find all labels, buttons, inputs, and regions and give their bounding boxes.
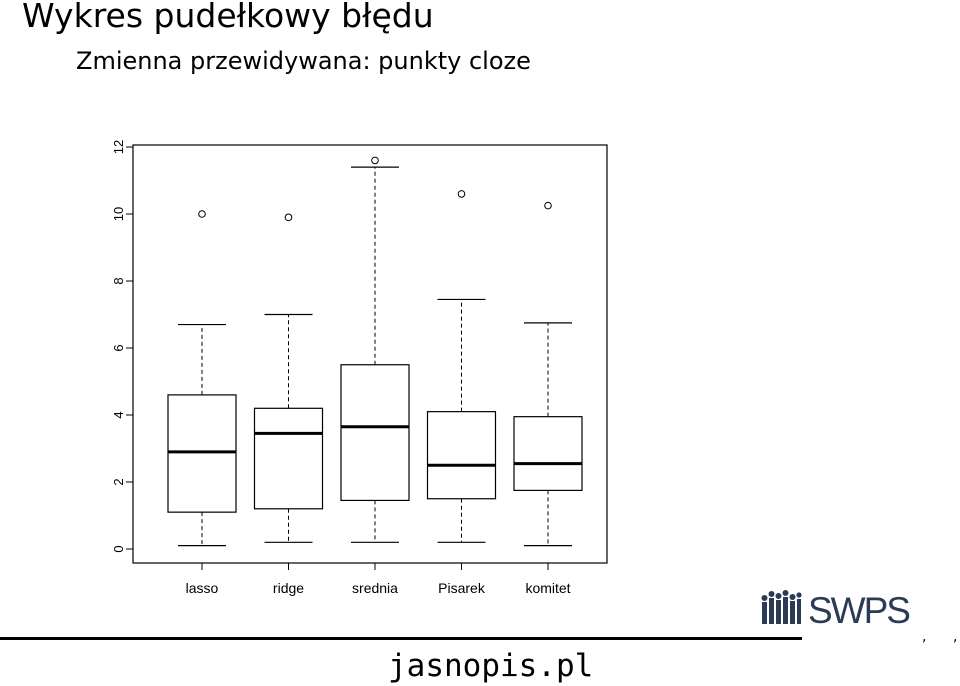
y-tick-label: 10 [111,207,126,221]
footer-tick-mark: , [953,629,958,645]
box-lasso [167,394,237,513]
box-srednia [340,364,410,502]
outlier-point [198,210,206,218]
y-tick-label: 6 [111,344,126,351]
box-Pisarek [426,411,497,500]
footer-site-name: jasnopis.pl [388,648,594,684]
x-tick-label: ridge [273,580,304,596]
y-tick-label: 4 [111,411,126,418]
x-tick-label: komitet [525,580,570,596]
footer-rule [0,637,802,640]
box-ridge [253,407,324,510]
footer-tick-mark: , [922,629,927,645]
y-tick-label: 0 [111,545,126,552]
outlier-point [284,213,293,222]
y-tick-label: 12 [111,140,126,154]
outlier-point [544,201,552,210]
y-tick-label: 8 [111,277,126,284]
outlier-point [457,190,466,198]
swps-logo: SWPS [761,590,910,628]
page-title: Wykres pudełkowy błędu [22,0,434,35]
x-tick-label: Pisarek [438,580,486,596]
box-komitet [513,416,583,491]
page-subtitle: Zmienna przewidywana: punkty cloze [76,47,531,75]
x-tick-label: srednia [352,580,398,596]
y-tick-label: 2 [111,478,126,485]
x-tick-label: lasso [186,580,219,596]
outlier-point [371,156,379,165]
logo-lettering: SWPS [808,590,909,628]
